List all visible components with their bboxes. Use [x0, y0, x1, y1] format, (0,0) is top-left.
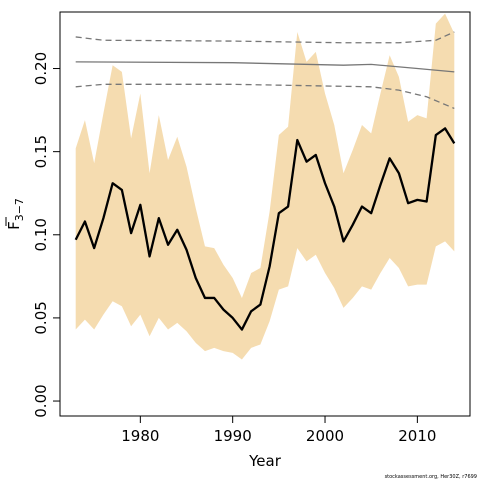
y-axis-title: F3−7 [5, 198, 26, 230]
x-tick-label: 2000 [306, 427, 344, 445]
y-axis-title-sub: 3−7 [13, 198, 26, 221]
reference-upper-line [75, 31, 455, 44]
reference-lower-line [75, 83, 455, 110]
y-tick-label: 0.05 [32, 301, 50, 334]
y-axis-title-main: F [5, 221, 23, 230]
footer-credit: stockassessment.org, Her30Z, r7699 [385, 474, 477, 480]
x-tick-label: 1990 [214, 427, 252, 445]
estimate-line-layer [74, 127, 456, 331]
estimate-line [74, 127, 456, 331]
x-tick-label: 1980 [121, 427, 159, 445]
plot-frame [59, 11, 471, 417]
reference-line [75, 61, 455, 73]
confidence-band-layer [75, 13, 455, 360]
y-tick-label: 0.20 [32, 52, 50, 85]
confidence-band [75, 13, 455, 360]
y-tick-label: 0.15 [32, 135, 50, 168]
x-axis-title: Year [248, 452, 282, 470]
y-tick-label: 0.00 [32, 384, 50, 417]
y-tick-label: 0.10 [32, 218, 50, 251]
reference-lines-layer [75, 31, 455, 110]
x-axis: 1980 1990 2000 2010 [121, 416, 436, 445]
y-axis: 0.00 0.05 0.10 0.15 0.20 [32, 52, 60, 418]
svg-text:F3−7: F3−7 [5, 198, 26, 230]
x-tick-label: 2010 [398, 427, 436, 445]
